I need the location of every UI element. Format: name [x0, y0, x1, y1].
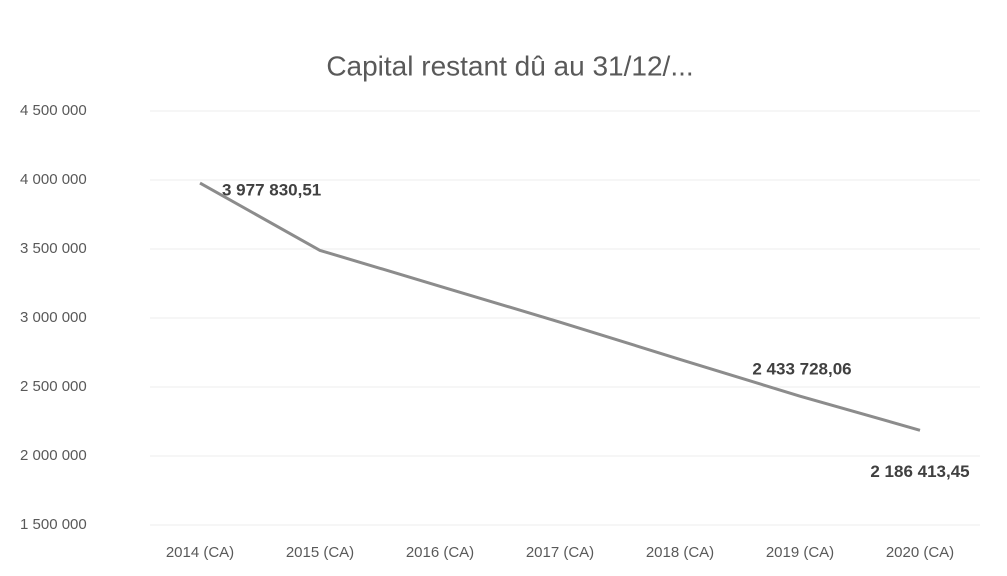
chart-title: Capital restant dû au 31/12/... — [326, 50, 693, 81]
y-tick-label: 3 500 000 — [20, 240, 87, 257]
data-label: 2 186 413,45 — [870, 462, 969, 481]
y-tick-label: 4 000 000 — [20, 171, 87, 188]
data-label: 2 433 728,06 — [752, 360, 851, 379]
y-tick-label: 1 500 000 — [20, 516, 87, 533]
x-tick-label: 2020 (CA) — [886, 544, 954, 561]
y-tick-label: 3 000 000 — [20, 309, 87, 326]
y-tick-label: 2 000 000 — [20, 447, 87, 464]
x-tick-label: 2017 (CA) — [526, 544, 594, 561]
x-tick-label: 2019 (CA) — [766, 544, 834, 561]
x-tick-label: 2014 (CA) — [166, 544, 234, 561]
x-tick-label: 2015 (CA) — [286, 544, 354, 561]
x-tick-label: 2016 (CA) — [406, 544, 474, 561]
x-tick-label: 2018 (CA) — [646, 544, 714, 561]
y-tick-label: 4 500 000 — [20, 102, 87, 119]
y-tick-label: 2 500 000 — [20, 378, 87, 395]
data-label: 3 977 830,51 — [222, 181, 321, 200]
line — [199, 181, 921, 432]
